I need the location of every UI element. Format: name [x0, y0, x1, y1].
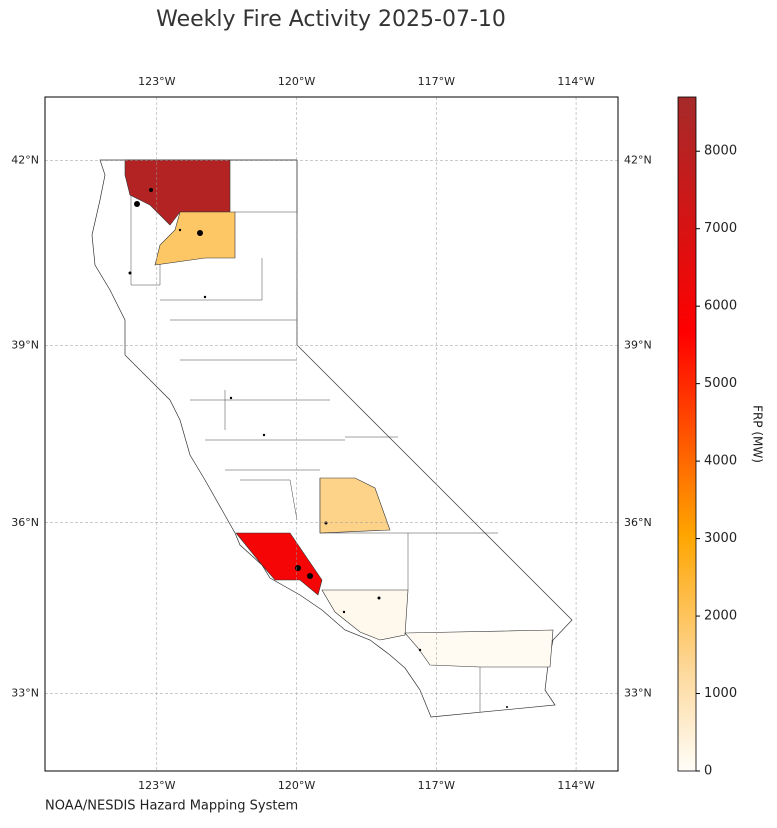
- y-tick-label: 39°N: [624, 339, 652, 352]
- x-tick-label: 114°W: [557, 75, 594, 88]
- colorbar-tick-label: 3000: [704, 531, 737, 546]
- map-area: [91, 159, 573, 718]
- colorbar-tick-label: 0: [704, 764, 712, 779]
- x-tick-label: 120°W: [278, 779, 315, 792]
- x-tick-label: 117°W: [418, 779, 455, 792]
- colorbar-tick-label: 4000: [704, 454, 737, 469]
- colorbar-tick-label: 1000: [704, 686, 737, 701]
- region: [124, 159, 231, 226]
- x-tick-label: 117°W: [418, 75, 455, 88]
- colorbar: [677, 96, 697, 772]
- x-tick-label: 123°W: [138, 779, 175, 792]
- x-tick-label: 123°W: [138, 75, 175, 88]
- chart-title: Weekly Fire Activity 2025-07-10: [156, 7, 506, 32]
- fire-detections: [128, 188, 508, 708]
- x-tick-label: 120°W: [278, 75, 315, 88]
- y-tick-label: 42°N: [624, 154, 652, 167]
- colorbar-tick-label: 6000: [704, 299, 737, 314]
- region: [321, 589, 409, 641]
- y-tick-label: 39°N: [11, 339, 39, 352]
- region: [154, 211, 236, 266]
- colorbar-tick-label: 7000: [704, 221, 737, 236]
- source-credit: NOAA/NESDIS Hazard Mapping System: [45, 799, 298, 814]
- y-tick-label: 42°N: [11, 154, 39, 167]
- region: [404, 629, 554, 668]
- colorbar-tick-label: 5000: [704, 376, 737, 391]
- y-tick-label: 36°N: [11, 516, 39, 529]
- y-tick-label: 33°N: [624, 686, 652, 699]
- map-frame: [44, 96, 619, 772]
- state-outline: [91, 159, 573, 718]
- region: [319, 477, 391, 534]
- colorbar-label: FRP (MW): [751, 405, 765, 463]
- x-tick-label: 114°W: [557, 779, 594, 792]
- colorbar-tick-label: 8000: [704, 144, 737, 159]
- colorbar-tick-label: 2000: [704, 609, 737, 624]
- region: [235, 532, 323, 596]
- y-tick-label: 33°N: [11, 686, 39, 699]
- y-tick-label: 36°N: [624, 516, 652, 529]
